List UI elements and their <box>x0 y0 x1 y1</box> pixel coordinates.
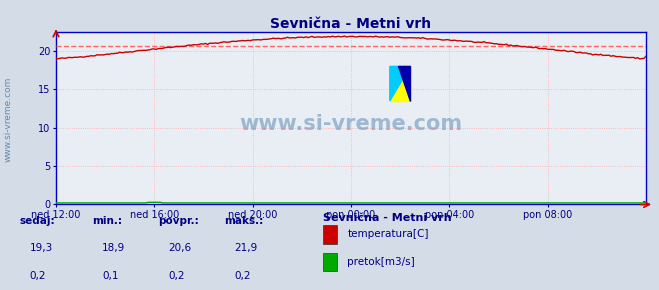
Text: min.:: min.: <box>92 216 123 226</box>
Text: pretok[m3/s]: pretok[m3/s] <box>347 257 415 267</box>
Text: 21,9: 21,9 <box>234 243 257 253</box>
Text: 0,1: 0,1 <box>102 271 119 282</box>
FancyBboxPatch shape <box>323 225 337 244</box>
Text: 0,2: 0,2 <box>30 271 46 282</box>
Text: www.si-vreme.com: www.si-vreme.com <box>239 114 463 134</box>
Text: 20,6: 20,6 <box>168 243 191 253</box>
Text: maks.:: maks.: <box>224 216 264 226</box>
FancyBboxPatch shape <box>323 253 337 271</box>
Bar <box>390 66 411 101</box>
Polygon shape <box>390 66 411 101</box>
Text: 0,2: 0,2 <box>234 271 250 282</box>
Text: www.si-vreme.com: www.si-vreme.com <box>3 76 13 162</box>
Polygon shape <box>398 66 411 101</box>
Text: 19,3: 19,3 <box>30 243 53 253</box>
Text: povpr.:: povpr.: <box>158 216 199 226</box>
Text: sedaj:: sedaj: <box>20 216 55 226</box>
Title: Sevnična - Metni vrh: Sevnična - Metni vrh <box>270 17 432 31</box>
Text: 0,2: 0,2 <box>168 271 185 282</box>
Text: Sevnična - Metni vrh: Sevnična - Metni vrh <box>323 213 451 223</box>
Text: temperatura[C]: temperatura[C] <box>347 229 429 240</box>
Text: 18,9: 18,9 <box>102 243 125 253</box>
